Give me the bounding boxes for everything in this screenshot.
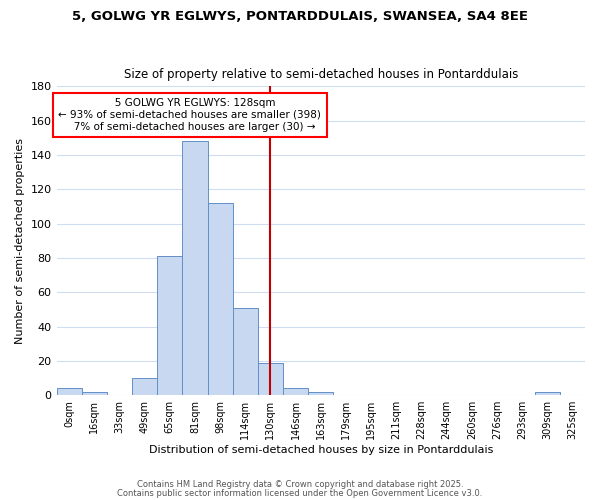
Bar — [208, 203, 233, 395]
Bar — [182, 141, 208, 395]
Text: 5, GOLWG YR EGLWYS, PONTARDDULAIS, SWANSEA, SA4 8EE: 5, GOLWG YR EGLWYS, PONTARDDULAIS, SWANS… — [72, 10, 528, 23]
Bar — [233, 308, 258, 395]
Text: 5 GOLWG YR EGLWYS: 128sqm
← 93% of semi-detached houses are smaller (398)
   7% : 5 GOLWG YR EGLWYS: 128sqm ← 93% of semi-… — [58, 98, 322, 132]
Bar — [283, 388, 308, 395]
Bar — [82, 392, 107, 395]
Y-axis label: Number of semi-detached properties: Number of semi-detached properties — [15, 138, 25, 344]
Text: Contains public sector information licensed under the Open Government Licence v3: Contains public sector information licen… — [118, 488, 482, 498]
Bar — [56, 388, 82, 395]
Bar — [258, 362, 283, 395]
Bar — [132, 378, 157, 395]
Title: Size of property relative to semi-detached houses in Pontarddulais: Size of property relative to semi-detach… — [124, 68, 518, 81]
Text: Contains HM Land Registry data © Crown copyright and database right 2025.: Contains HM Land Registry data © Crown c… — [137, 480, 463, 489]
Bar — [535, 392, 560, 395]
X-axis label: Distribution of semi-detached houses by size in Pontarddulais: Distribution of semi-detached houses by … — [149, 445, 493, 455]
Bar — [157, 256, 182, 395]
Bar — [308, 392, 334, 395]
